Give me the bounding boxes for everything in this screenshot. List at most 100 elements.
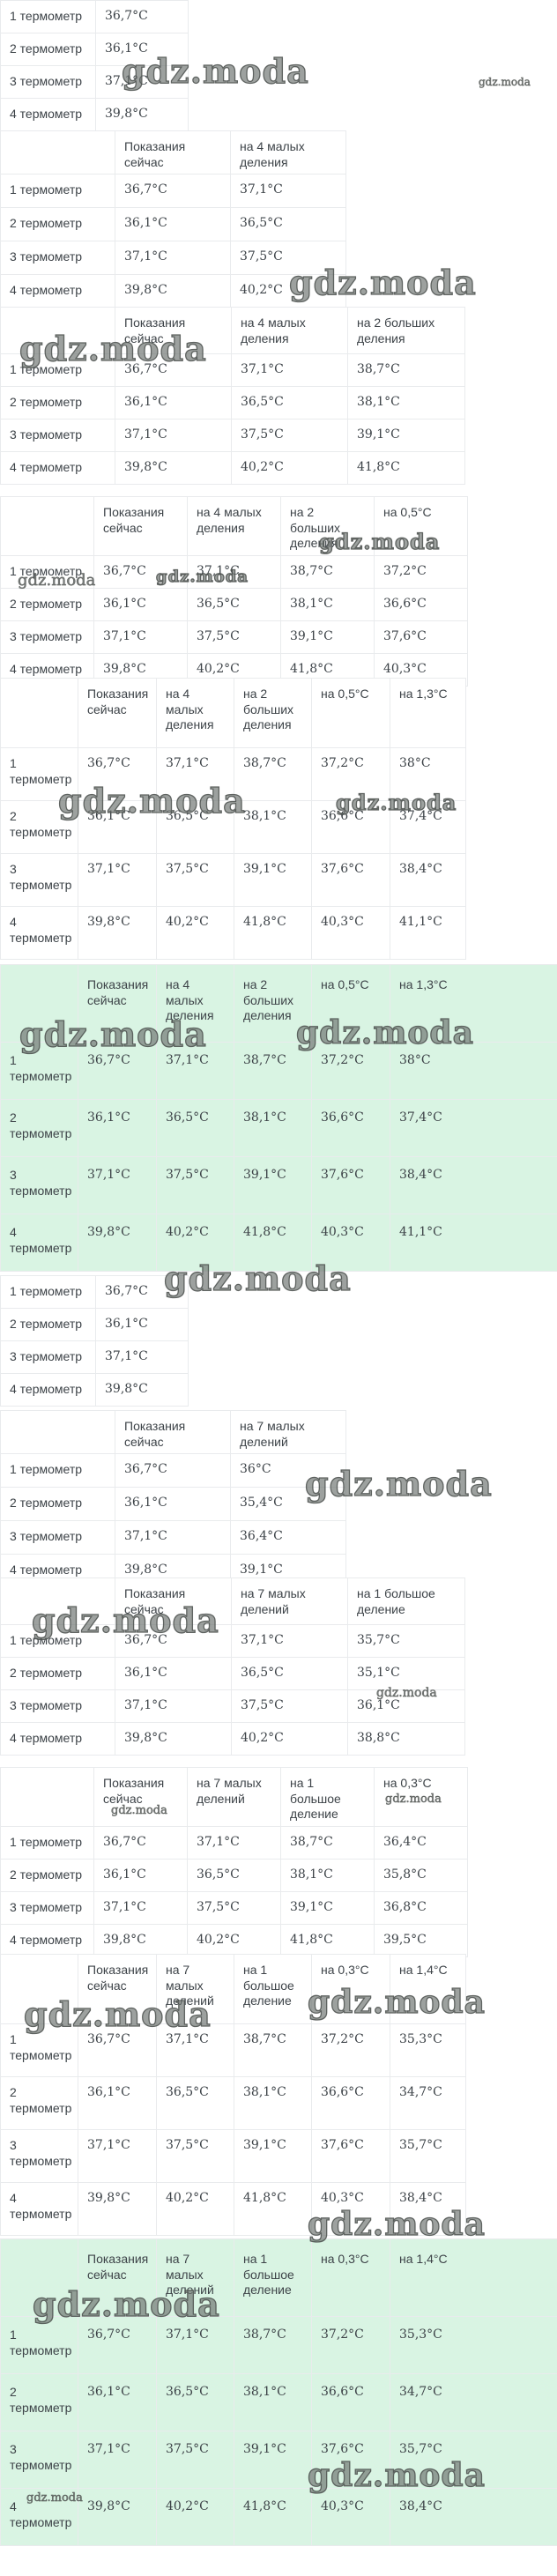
temperature-value: 38,7°C (280, 554, 375, 589)
column-header: на 4 малых деления (230, 130, 346, 174)
row-label: 3 термометр (0, 1520, 115, 1555)
temperature-value: 38,4°C (390, 853, 466, 907)
row-label: 3 термометр (0, 65, 96, 99)
temperature-value: 37,1°C (187, 554, 281, 589)
temperature-value: 37,6°C (311, 853, 390, 907)
row-label: 2 термометр (0, 1099, 78, 1157)
temperature-value: 40,2°C (156, 1214, 234, 1272)
temperature-value: 38,7°C (234, 2023, 312, 2077)
temperature-value: 38,1°C (234, 2373, 312, 2431)
table-row: 3 термометр 37,1°C 37,5°C 39,1°C 37,6°C (0, 620, 468, 654)
temperature-value: 36,1°C (78, 800, 157, 854)
temperature-value: 38,7°C (347, 353, 465, 387)
table-row: 4 термометр 39,8°C 40,2°C 41,8°C 40,3°C 41,1°… (0, 906, 466, 960)
temperature-value: 37,1°C (78, 1156, 157, 1214)
column-header (0, 964, 78, 1043)
thermometer-readings-table-1: 1 термометр 36,7°C 2 термометр 36,1°C 3 терм… (0, 0, 189, 131)
temperature-value: 36,1°C (93, 587, 188, 621)
watermark: gdz.moda (479, 76, 531, 88)
table-row: 3 термометр 37,1°C 37,5°C 39,1°C 37,6°C 38,4°… (0, 853, 466, 907)
column-header: на 1,4°C (390, 1954, 466, 2024)
column-header: на 1 большое деление (234, 1954, 312, 2024)
thermometer-readings-table-5: Показания сейчас на 4 малых деления на 2 б… (0, 678, 466, 960)
column-header: на 1,4°C (390, 2238, 557, 2317)
temperature-value: 38,1°C (347, 386, 465, 419)
temperature-value: 38,1°C (234, 800, 312, 854)
table-row: 2 термометр 36,1°C 36,5°C 38,1°C (0, 386, 465, 419)
temperature-value: 36,7°C (95, 0, 189, 33)
table-header-row: Показания сейчас на 4 малых деления (0, 130, 346, 174)
table-header-row: Показания сейчас на 4 малых деления на 2 б… (0, 496, 468, 556)
temperature-value: 38°C (390, 747, 466, 801)
row-label: 3 термометр (0, 1689, 115, 1723)
temperature-value: 37,6°C (374, 620, 468, 654)
temperature-value: 36,7°C (93, 1825, 188, 1860)
row-label: 3 термометр (0, 2129, 78, 2183)
row-label: 2 термометр (0, 1657, 115, 1690)
row-label: 1 термометр (0, 1042, 78, 1100)
column-header: на 1 большое деление (234, 2238, 312, 2317)
temperature-value: 37,2°C (374, 554, 468, 589)
temperature-value: 36,4°C (374, 1825, 468, 1860)
row-label: 4 термометр (0, 451, 115, 485)
temperature-value: 36,1°C (115, 1657, 232, 1690)
temperature-value: 37,1°C (95, 65, 189, 99)
temperature-value: 38°C (390, 1042, 557, 1100)
column-header: Показания сейчас (93, 1767, 188, 1827)
temperature-value: 40,3°C (311, 2488, 390, 2546)
temperature-value: 39,1°C (234, 2129, 312, 2183)
table-row: 2 термометр 36,1°C 36,5°C 38,1°C 36,6°C 37,4°… (0, 1099, 557, 1157)
table-row: 1 термометр 36,7°C 37,1°C 38,7°C 36,4°C (0, 1825, 468, 1860)
row-label: 2 термометр (0, 207, 115, 241)
row-label: 4 термометр (0, 274, 115, 308)
thermometer-readings-table-2: Показания сейчас на 4 малых деления 1 терм… (0, 130, 346, 308)
table-row: 1 термометр 36,7°C 37,1°C 38,7°C 37,2°C 38°C (0, 747, 466, 801)
temperature-value: 37,1°C (95, 1340, 189, 1374)
temperature-value: 35,8°C (374, 1858, 468, 1892)
thermometer-readings-table-6-highlighted: Показания сейчас на 4 малых деления на 2 б… (0, 964, 557, 1272)
row-label: 1 термометр (0, 0, 96, 33)
table-row: 4 термометр 39,8°C 40,2°C 41,8°C 40,3°C 38,4°… (0, 2182, 466, 2236)
temperature-value: 39,1°C (280, 620, 375, 654)
row-label: 4 термометр (0, 906, 78, 960)
temperature-value: 38,7°C (234, 747, 312, 801)
column-header: Показания сейчас (78, 678, 157, 748)
table-row: 1 термометр 36,7°C 37,1°C 38,7°C 37,2°C (0, 554, 468, 589)
row-label: 1 термометр (0, 1275, 96, 1309)
temperature-value: 36,6°C (311, 2373, 390, 2431)
column-header: Показания сейчас (115, 130, 231, 174)
row-label: 1 термометр (0, 2023, 78, 2077)
row-label: 4 термометр (0, 1214, 78, 1272)
temperature-value: 38,7°C (280, 1825, 375, 1860)
table-row: 1 термометр 36,7°C 36°C (0, 1453, 346, 1488)
row-label: 2 термометр (0, 1487, 115, 1521)
temperature-value: 36,1°C (115, 386, 232, 419)
table-row: 1 термометр 36,7°C 37,1°C (0, 174, 346, 208)
thermometer-readings-table-4: Показания сейчас на 4 малых деления на 2 б… (0, 496, 468, 687)
row-label: 4 термометр (0, 1923, 94, 1957)
table-row: 3 термометр 37,1°C 37,5°C 36,1°C (0, 1689, 465, 1723)
column-header: на 2 больших деления (234, 678, 312, 748)
row-label: 3 термометр (0, 620, 94, 654)
column-header: на 4 малых деления (156, 678, 234, 748)
temperature-value: 36,7°C (78, 1042, 157, 1100)
temperature-value: 39,1°C (280, 1890, 375, 1925)
temperature-value: 40,2°C (230, 274, 346, 308)
temperature-value: 36,1°C (95, 1308, 189, 1341)
temperature-value: 37,1°C (156, 2023, 234, 2077)
temperature-value: 37,1°C (93, 1890, 188, 1925)
temperature-value: 38,7°C (234, 2316, 312, 2374)
column-header: на 2 больших деления (234, 964, 312, 1043)
temperature-value: 39,8°C (78, 906, 157, 960)
table-row: 3 термометр 37,1°C 37,5°C 39,1°C 37,6°C 38,4°… (0, 1156, 557, 1214)
temperature-value: 36,1°C (347, 1689, 465, 1723)
column-header (0, 307, 115, 354)
row-label: 4 термометр (0, 1722, 115, 1756)
column-header: на 1,3°C (390, 678, 466, 748)
column-header: на 0,5°C (311, 678, 390, 748)
row-label: 2 термометр (0, 2373, 78, 2431)
table-row: 3 термометр 37,1°C 37,5°C 39,1°C (0, 419, 465, 452)
column-header (0, 1578, 115, 1625)
thermometer-readings-table-11: Показания сейчас на 7 малых делений на 1 б… (0, 1954, 466, 2236)
